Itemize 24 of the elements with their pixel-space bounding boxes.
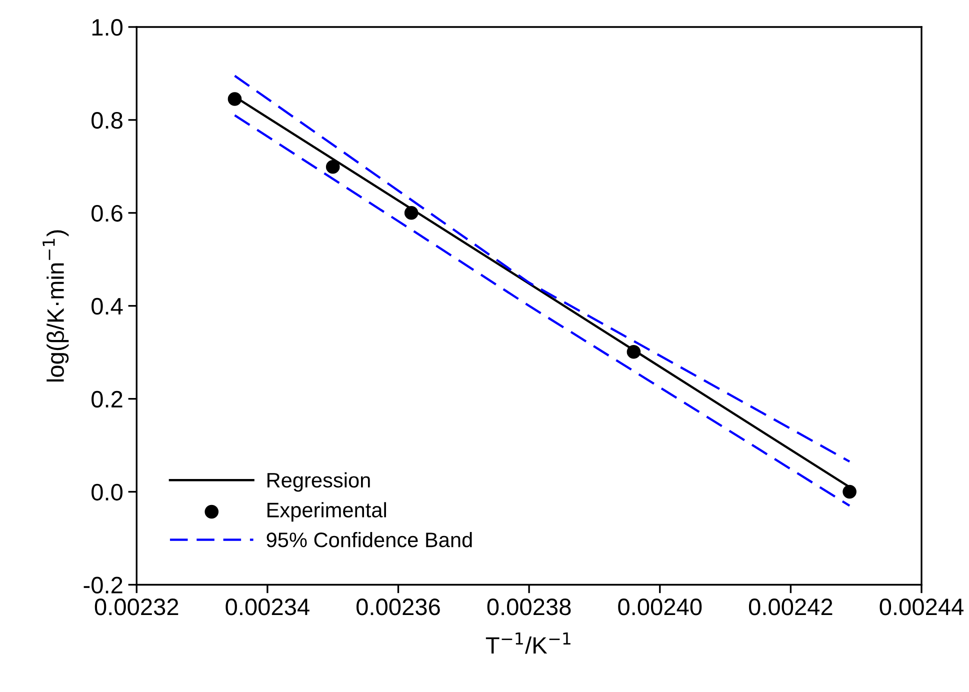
y-tick-label: 0.6 [92, 204, 122, 222]
x-tick-label: 0.00240 [618, 598, 702, 616]
legend-label: Regression [268, 472, 370, 492]
y-tick-label: 1.0 [92, 19, 123, 36]
x-tick-label: 0.00232 [94, 598, 178, 616]
x-tick-label: 0.00234 [226, 598, 310, 616]
y-tick-label: 0.4 [92, 298, 123, 315]
y-tick-label: 0.8 [92, 112, 122, 129]
x-axis-title: T$^{−1}$/K$^{−1}$ [486, 632, 570, 654]
x-tick-label: 0.00236 [356, 598, 440, 616]
point [626, 344, 641, 359]
legend-label: Experimental [268, 502, 386, 522]
x-tick-label: 0.00244 [880, 598, 964, 616]
y-tick-label: -0.2 [84, 576, 122, 594]
y-tick-label: 0.0 [92, 484, 123, 501]
legend-label: 95% Confidence Band [266, 532, 472, 548]
point [404, 206, 418, 220]
point [842, 484, 856, 499]
y-axis-title: log(β/K·min$^{−1}$) [42, 230, 69, 382]
point [326, 160, 340, 174]
point [228, 92, 242, 106]
x-tick-label: 0.00238 [487, 598, 571, 616]
y-tick-label: 0.2 [92, 390, 122, 408]
x-tick-label: 0.00242 [748, 598, 832, 616]
